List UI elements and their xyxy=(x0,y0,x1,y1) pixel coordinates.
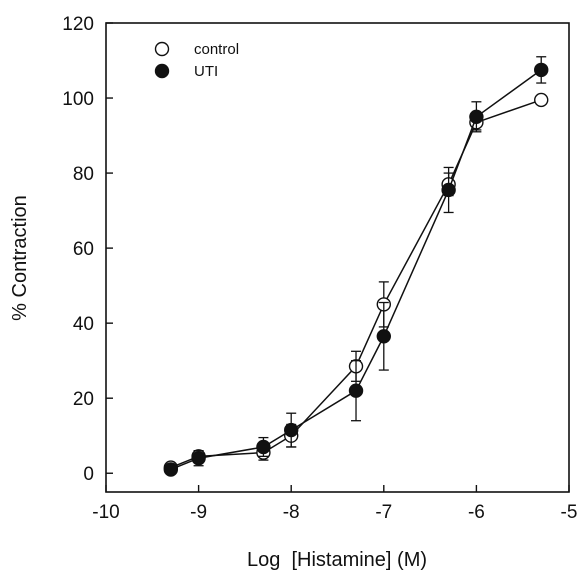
x-tick-label: -8 xyxy=(283,502,300,523)
x-tick-label: -6 xyxy=(468,502,485,523)
data-point xyxy=(348,383,364,398)
x-axis-title: Log [Histamine] (M) xyxy=(247,549,427,571)
x-tick-label: -7 xyxy=(375,502,392,523)
data-point xyxy=(441,182,456,198)
data-point xyxy=(534,62,549,78)
x-tick-label: -5 xyxy=(561,502,578,523)
legend-marker xyxy=(154,63,170,79)
y-tick-label: 80 xyxy=(73,164,94,185)
data-point xyxy=(534,92,549,108)
legend-marker xyxy=(154,41,170,57)
y-axis-title: % Contraction xyxy=(9,195,31,321)
data-point xyxy=(191,451,206,466)
x-tick-label: -9 xyxy=(190,502,207,523)
ticks-layer: -10 -9 -8 -7 -6 -5 0 20 40 60 80 100 120 xyxy=(62,14,577,523)
data-point xyxy=(284,422,299,438)
y-tick-label: 60 xyxy=(73,239,94,260)
legend-label: control xyxy=(194,41,239,58)
data-point xyxy=(163,462,179,477)
data-point xyxy=(469,109,484,125)
series-layer xyxy=(163,56,549,477)
x-tick-label: -10 xyxy=(92,502,119,523)
y-tick-label: 20 xyxy=(73,389,94,410)
legend: control UTI xyxy=(154,41,239,80)
series-uti xyxy=(163,56,549,477)
y-tick-label: 40 xyxy=(73,314,94,335)
y-tick-label: 100 xyxy=(62,89,94,110)
legend-label: UTI xyxy=(194,63,218,80)
data-point xyxy=(256,439,271,455)
data-point xyxy=(376,329,391,344)
y-tick-label: 120 xyxy=(62,14,94,35)
plot-frame xyxy=(105,22,570,493)
y-tick-label: 0 xyxy=(83,464,94,485)
